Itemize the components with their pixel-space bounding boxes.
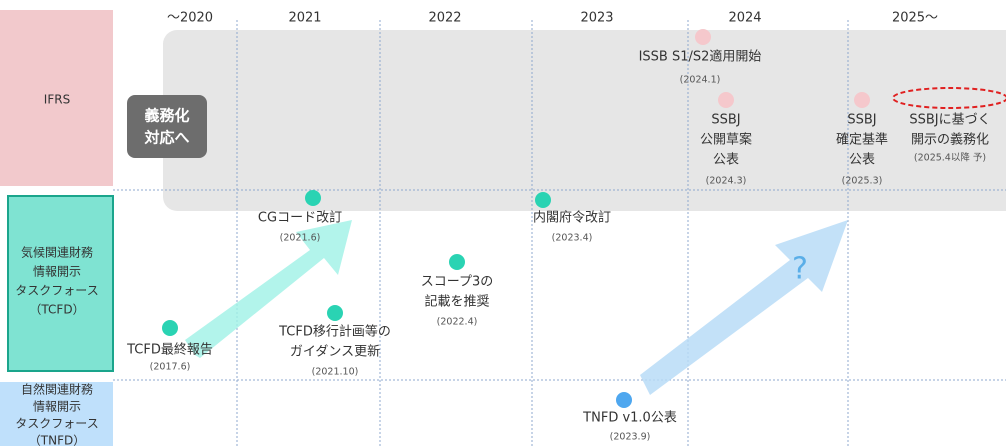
row-label: IFRS [44, 93, 70, 107]
event-dot [449, 254, 465, 270]
event-date: (2023.9) [610, 432, 651, 443]
year: 2022 [428, 11, 461, 26]
year: 2023 [580, 11, 613, 26]
row-label: タスクフォース [15, 284, 98, 298]
row-label: （TNFD） [29, 434, 85, 446]
event-date: (2024.3) [706, 176, 747, 187]
event-title: ガイダンス更新 [290, 344, 380, 360]
event-dot [327, 305, 343, 321]
event-title: 内閣府令改訂 [533, 210, 611, 226]
event-dot [616, 392, 632, 408]
event-date: (2023.4) [552, 233, 593, 244]
event-title: CGコード改訂 [258, 210, 342, 226]
highlight [892, 87, 1006, 109]
event-title: 確定基準 [836, 132, 888, 148]
event-dot [854, 92, 870, 108]
event-title: 開示の義務化 [911, 132, 989, 148]
event-title: 公表 [713, 153, 739, 168]
badge: 対応へ [143, 129, 189, 147]
event-date: (2025.4以降 予) [914, 152, 986, 164]
badge-box [127, 95, 207, 158]
tcfd-box [7, 195, 114, 372]
ifrs-box [0, 10, 113, 186]
row-label: （TCFD） [29, 303, 84, 317]
event-title: 公表 [849, 153, 875, 168]
event-dot [305, 190, 321, 206]
event-dot [718, 92, 734, 108]
event-title: ISSB S1/S2適用開始 [639, 49, 762, 65]
event-title: スコープ3の [421, 275, 494, 290]
event-date: (2021.6) [280, 233, 321, 244]
event-date: (2024.1) [680, 75, 721, 86]
event-dot [695, 29, 711, 45]
ifrs-panel [163, 30, 1006, 211]
event-title: 公開草案 [700, 133, 752, 148]
grid [113, 20, 1006, 446]
tnfd-arrow [640, 220, 848, 395]
event-title: TCFD最終報告 [126, 342, 213, 358]
year: ～2020 [167, 11, 213, 26]
year: 2025～ [892, 11, 938, 26]
event-dot [162, 320, 178, 336]
event-title: TCFD移行計画等の [278, 324, 391, 340]
row-label: 自然関連財務 [21, 382, 93, 397]
tcfd-arrow [185, 220, 352, 358]
event-title: SSBJに基づく [909, 113, 990, 128]
event-date: (2021.10) [312, 367, 359, 378]
year: 2021 [288, 11, 321, 26]
event-date: (2022.4) [437, 317, 478, 328]
event-date: (2017.6) [150, 362, 191, 373]
event-title: TNFD v1.0公表 [582, 411, 677, 426]
tnfd-box [0, 382, 113, 446]
row-label: 気候関連財務 [21, 245, 93, 260]
event-title: SSBJ [711, 113, 740, 128]
badge: 義務化 [144, 107, 189, 125]
event-title: 記載を推奨 [424, 294, 489, 310]
question: ? [792, 252, 808, 287]
year: 2024 [728, 11, 761, 26]
row-label: 情報開示 [33, 400, 81, 414]
row-label: タスクフォース [15, 417, 98, 431]
row-label: 情報開示 [33, 265, 81, 279]
event-date: (2025.3) [842, 176, 883, 187]
event-title: SSBJ [847, 113, 876, 128]
event-dot [535, 192, 551, 208]
